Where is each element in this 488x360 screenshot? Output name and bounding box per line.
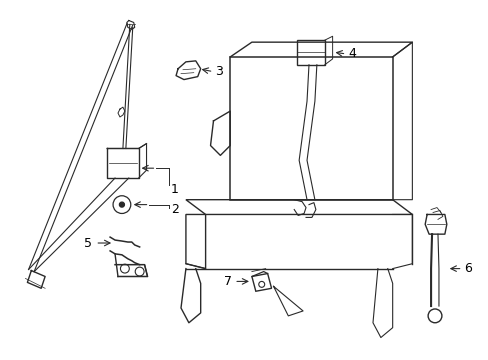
Text: 3: 3 [215, 65, 223, 78]
Text: 4: 4 [347, 48, 356, 60]
Text: 2: 2 [171, 203, 179, 216]
Text: 6: 6 [464, 262, 471, 275]
Text: 7: 7 [224, 275, 232, 288]
Text: 5: 5 [84, 237, 92, 249]
Text: 1: 1 [171, 183, 179, 196]
Circle shape [119, 202, 124, 207]
